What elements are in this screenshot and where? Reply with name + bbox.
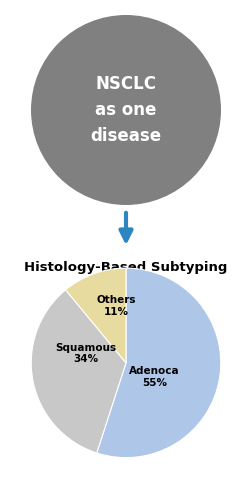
- Wedge shape: [31, 290, 126, 453]
- Circle shape: [31, 15, 221, 205]
- Text: NSCLC
as one
disease: NSCLC as one disease: [90, 75, 162, 145]
- Text: Squamous
34%: Squamous 34%: [56, 343, 117, 364]
- Text: Adenoca
55%: Adenoca 55%: [129, 366, 180, 388]
- Wedge shape: [66, 268, 126, 363]
- Text: Histology-Based Subtyping: Histology-Based Subtyping: [24, 262, 228, 275]
- Wedge shape: [97, 268, 221, 458]
- Text: Others
11%: Others 11%: [97, 295, 136, 317]
